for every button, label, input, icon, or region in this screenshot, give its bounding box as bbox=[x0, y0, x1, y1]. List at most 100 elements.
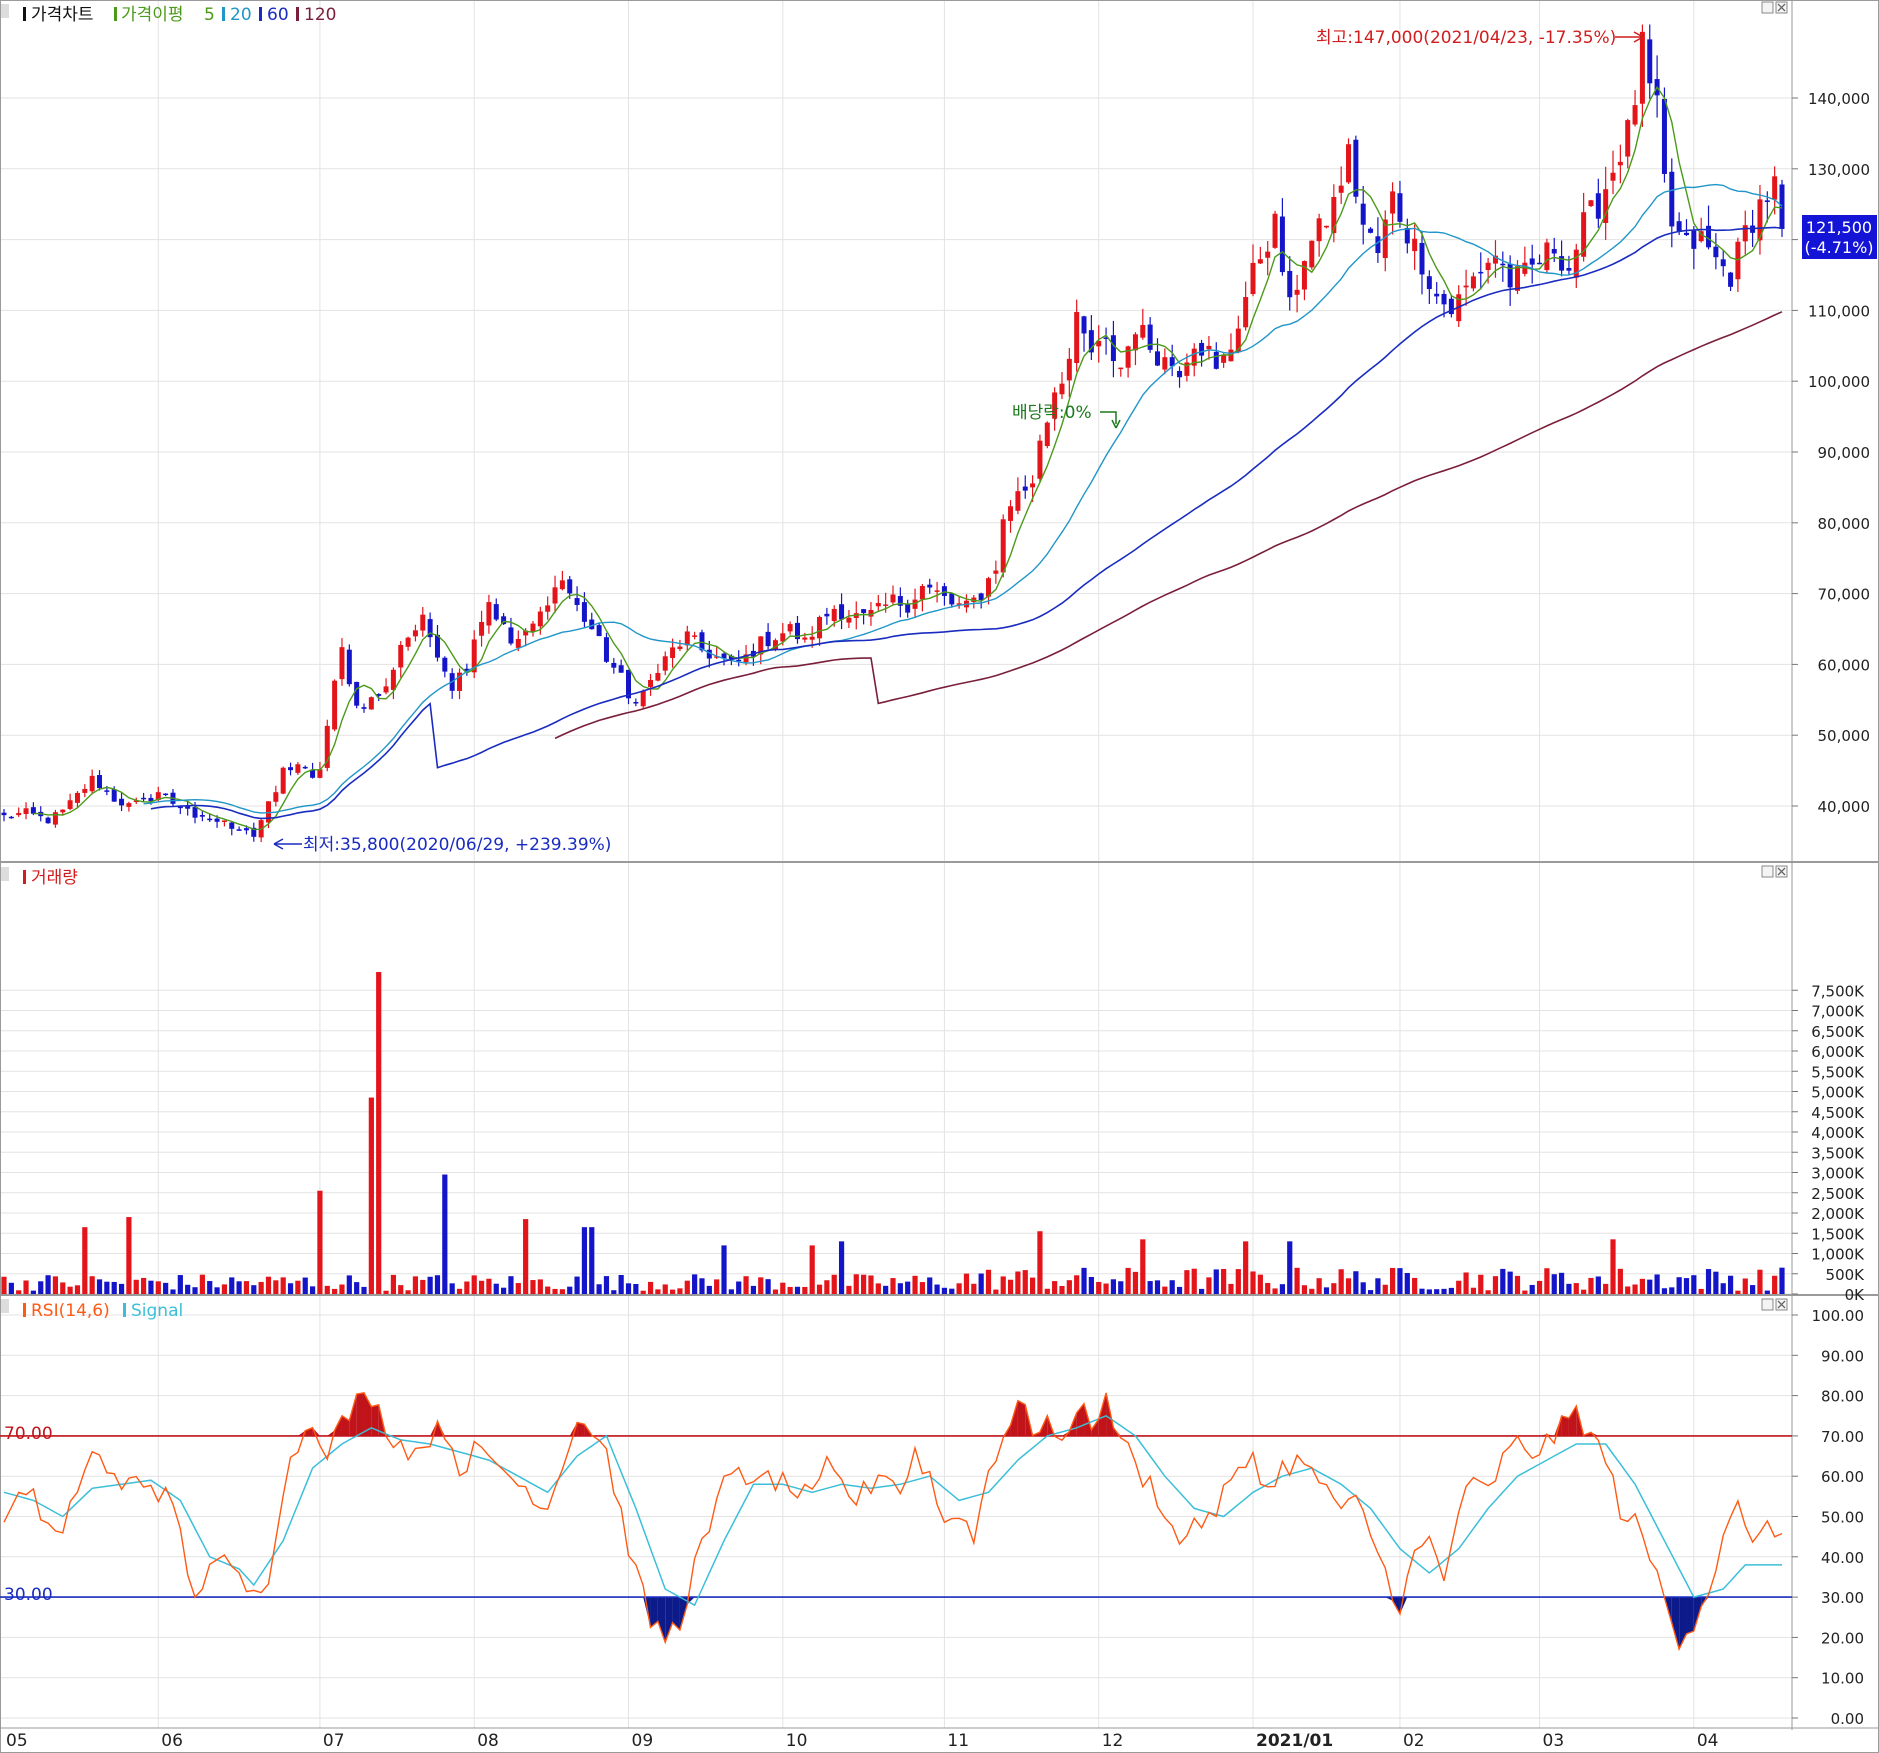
candle-body bbox=[1030, 483, 1036, 488]
candle-body bbox=[1294, 289, 1300, 295]
price-tick-label: 130,000 bbox=[1808, 161, 1870, 179]
volume-bar bbox=[1081, 1267, 1087, 1294]
price-tick-label: 80,000 bbox=[1818, 515, 1871, 533]
candle-body bbox=[809, 636, 815, 640]
candle-body bbox=[229, 822, 235, 829]
volume-bar bbox=[1412, 1277, 1418, 1294]
volume-bar bbox=[74, 1285, 81, 1294]
volume-bar bbox=[82, 1227, 88, 1294]
candle-body bbox=[486, 602, 492, 626]
panel-handle-icon[interactable] bbox=[1, 867, 9, 881]
candle-body bbox=[442, 657, 448, 672]
volume-bar bbox=[258, 1281, 264, 1294]
current-price-tag: 121,500 (-4.71%) bbox=[1802, 215, 1877, 259]
candle-body bbox=[1390, 191, 1396, 214]
volume-bar bbox=[949, 1288, 955, 1294]
price-tick-label: 90,000 bbox=[1818, 444, 1871, 462]
volume-bar bbox=[993, 1289, 999, 1294]
candle-body bbox=[434, 634, 440, 658]
volume-bar bbox=[1551, 1274, 1557, 1294]
volume-bar bbox=[199, 1274, 205, 1294]
minimize-icon[interactable] bbox=[1761, 1298, 1774, 1311]
minimize-icon[interactable] bbox=[1761, 1, 1774, 14]
volume-bar bbox=[1448, 1287, 1454, 1294]
volume-tick-label: 6,000K bbox=[1811, 1043, 1865, 1061]
candle-body bbox=[508, 627, 514, 644]
volume-bar bbox=[941, 1287, 948, 1294]
minimize-icon[interactable] bbox=[1761, 865, 1774, 878]
volume-bar bbox=[853, 1274, 859, 1294]
candle-body bbox=[1052, 392, 1058, 419]
candle-body bbox=[1279, 216, 1285, 273]
candle-body bbox=[890, 594, 896, 603]
panel-handle-icon[interactable] bbox=[1, 4, 9, 18]
candle-body bbox=[736, 659, 742, 662]
rsi-overbought-fill bbox=[327, 1430, 335, 1436]
volume-bar bbox=[1059, 1286, 1065, 1294]
volume-bar bbox=[390, 1274, 396, 1294]
candle-body bbox=[310, 769, 316, 778]
volume-bar bbox=[1456, 1280, 1462, 1294]
price-candles bbox=[1, 24, 1785, 842]
volume-bar bbox=[1279, 1284, 1285, 1294]
volume-bar bbox=[802, 1286, 808, 1294]
volume-bar bbox=[1103, 1283, 1109, 1294]
candle-body bbox=[883, 604, 889, 606]
volume-bar bbox=[1727, 1275, 1734, 1294]
candle-body bbox=[457, 672, 463, 691]
volume-bar bbox=[280, 1277, 286, 1294]
volume-bar bbox=[978, 1273, 984, 1294]
volume-bar bbox=[1309, 1288, 1315, 1294]
candle-body bbox=[1096, 340, 1102, 347]
x-tick-label: 03 bbox=[1543, 1731, 1565, 1751]
volume-bar bbox=[1757, 1269, 1763, 1294]
candle-body bbox=[802, 637, 808, 640]
panel-handle-icon[interactable] bbox=[1, 1299, 9, 1313]
legend-marker-ma20 bbox=[222, 7, 225, 21]
rsi-oversold-fill bbox=[643, 1597, 651, 1628]
volume-bar bbox=[434, 1275, 441, 1294]
close-glyph bbox=[1777, 867, 1786, 876]
price-tick-label: 70,000 bbox=[1818, 586, 1871, 604]
legend-signal: Signal bbox=[131, 1301, 183, 1321]
volume-tick-label: 1,000K bbox=[1811, 1246, 1865, 1264]
legend-marker-rsi bbox=[23, 1303, 26, 1317]
volume-bar bbox=[1066, 1280, 1072, 1294]
volume-tick-label: 7,500K bbox=[1811, 982, 1865, 1000]
price-tick-label: 100,000 bbox=[1808, 373, 1870, 391]
candle-body bbox=[1529, 258, 1535, 265]
candle-body bbox=[111, 789, 117, 802]
volume-bar bbox=[633, 1283, 639, 1294]
volume-bar bbox=[1088, 1276, 1094, 1294]
dividend-annotation-text: 배당락:0% bbox=[1012, 403, 1092, 423]
candle-body bbox=[1698, 231, 1704, 242]
candle-body bbox=[941, 586, 947, 596]
rsi-overbought-fill bbox=[569, 1422, 578, 1436]
candle-body bbox=[74, 792, 80, 803]
volume-bar bbox=[170, 1289, 176, 1294]
candle-body bbox=[1441, 293, 1447, 305]
price-tick-label: 60,000 bbox=[1818, 656, 1871, 674]
candle-body bbox=[1603, 189, 1609, 224]
volume-bar bbox=[1147, 1281, 1153, 1294]
volume-bar bbox=[655, 1289, 661, 1294]
candle-body bbox=[23, 808, 29, 814]
candle-body bbox=[383, 686, 389, 693]
candle-body bbox=[302, 766, 308, 769]
rsi-oversold-fill bbox=[657, 1597, 666, 1643]
volume-bar bbox=[1198, 1288, 1205, 1294]
rsi-oversold-fill bbox=[665, 1597, 673, 1643]
candle-body bbox=[772, 640, 778, 650]
candle-body bbox=[1397, 193, 1403, 222]
rsi-overbought-fill bbox=[430, 1421, 438, 1436]
candle-body bbox=[464, 668, 470, 672]
volume-bar bbox=[1617, 1268, 1623, 1294]
candle-body bbox=[611, 662, 617, 668]
legend-marker-ma5 bbox=[114, 7, 117, 21]
volume-bar bbox=[1772, 1275, 1778, 1294]
volume-bar bbox=[52, 1276, 59, 1294]
candle-body bbox=[1720, 259, 1726, 267]
candle-body bbox=[1551, 248, 1557, 254]
volume-tick-label: 3,500K bbox=[1811, 1144, 1865, 1162]
volume-bar bbox=[1316, 1278, 1322, 1294]
